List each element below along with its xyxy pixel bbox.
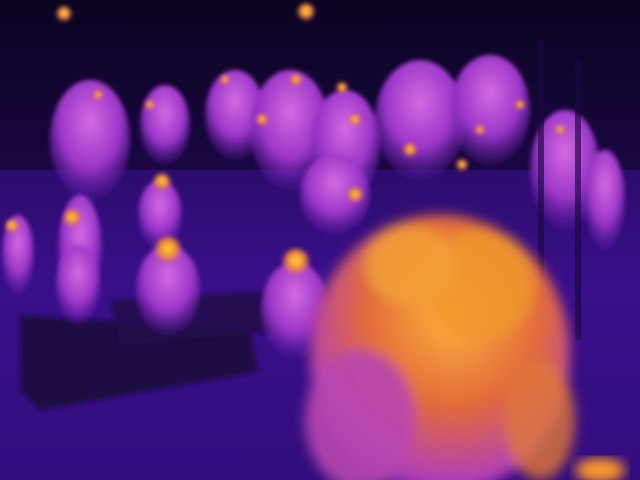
bottom-hot-spot — [575, 458, 625, 480]
crowd-faces — [5, 3, 565, 233]
foreground-figure — [305, 215, 575, 480]
person-left-edge — [56, 245, 100, 325]
person-mid-left — [136, 236, 200, 335]
barrier-left — [20, 315, 258, 410]
poles — [538, 40, 581, 340]
